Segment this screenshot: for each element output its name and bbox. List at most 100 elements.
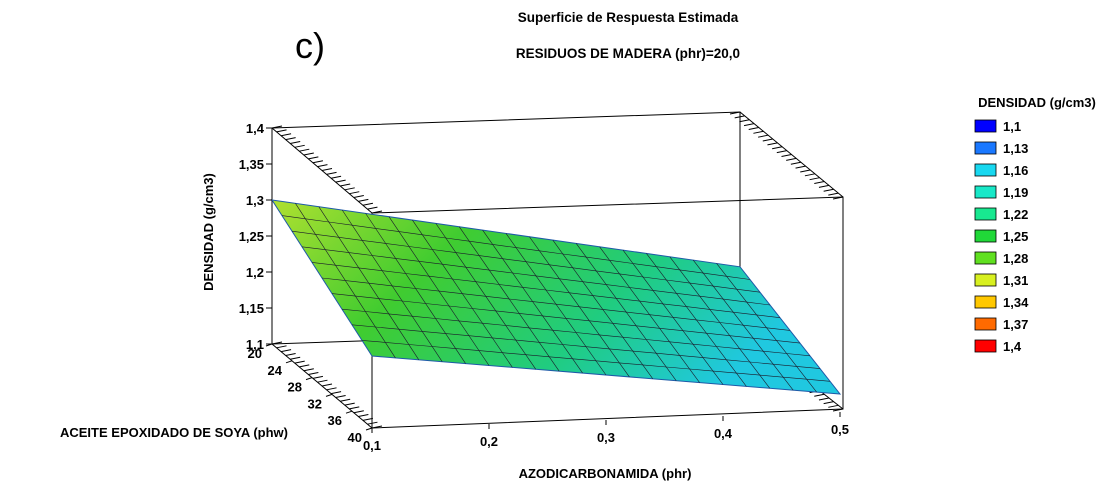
hatch-mark <box>271 341 283 345</box>
z-tick-label: 1,15 <box>239 301 264 316</box>
x-tick-label: 0,4 <box>714 426 733 441</box>
legend-label: 1,22 <box>1003 207 1028 222</box>
hatch-mark <box>294 360 305 364</box>
hatch-mark <box>818 397 830 401</box>
y-tick-label: 20 <box>248 346 262 361</box>
hatch-mark <box>757 134 769 138</box>
hatch-mark <box>832 196 844 200</box>
hatch-mark <box>762 138 773 142</box>
y-axis-label: ACEITE EPOXIDADO DE SOYA (phw) <box>60 425 288 440</box>
mesh-line <box>301 246 771 306</box>
hatch-mark <box>804 173 816 177</box>
hatch-mark <box>330 391 342 395</box>
response-surface <box>270 199 842 395</box>
hatch-mark <box>290 356 301 360</box>
y-tick-label: 40 <box>348 430 362 445</box>
hatch-mark <box>271 125 283 129</box>
z-tick-label: 1,25 <box>239 229 264 244</box>
hatch-mark <box>790 161 801 165</box>
hatch-mark <box>294 144 305 148</box>
x-tick-label: 0,3 <box>597 430 615 445</box>
hatch-mark <box>753 130 764 134</box>
hatch-mark <box>367 206 378 210</box>
surface-mesh <box>281 203 831 393</box>
y-tick-label: 24 <box>268 363 283 378</box>
legend-label: 1,34 <box>1003 295 1029 310</box>
legend-swatch <box>974 251 997 265</box>
mesh-line <box>351 324 821 369</box>
hatch-mark <box>729 111 741 115</box>
mesh-line <box>361 340 831 382</box>
legend: 1,1 1,13 1,16 1,19 1,22 1,25 1,28 1,31 1,34 1,37 1… <box>974 119 1029 354</box>
hatch-mark <box>362 417 374 421</box>
hatch-mark <box>772 146 783 150</box>
hatch-mark <box>371 425 383 429</box>
legend-label: 1,25 <box>1003 229 1028 244</box>
y-axis-ticks: 20 24 28 32 36 40 <box>248 343 373 445</box>
x-tick-label: 0,1 <box>363 438 381 453</box>
hatch-mark <box>800 169 811 173</box>
z-axis-ticks: 1,1 1,15 1,2 1,25 1,3 1,35 1,4 <box>239 121 272 352</box>
mesh-line <box>291 230 761 293</box>
hatch-mark <box>739 119 750 123</box>
hatch-mark <box>367 421 378 425</box>
hatch-mark <box>786 157 797 161</box>
hatch-mark <box>795 165 806 169</box>
hatch-mark <box>321 383 333 387</box>
hatch-mark <box>285 352 296 356</box>
hatch-mark <box>823 188 834 192</box>
mesh-line <box>311 262 781 318</box>
x-axis-label: AZODICARBONAMIDA (phr) <box>519 466 692 481</box>
legend-swatch <box>974 141 997 155</box>
hatch-mark <box>344 187 355 191</box>
hatch-mark <box>353 410 364 414</box>
hatch-mark <box>280 133 292 137</box>
hatch-mark <box>767 142 778 146</box>
legend-label: 1,16 <box>1003 163 1028 178</box>
hatch-mark <box>828 192 839 196</box>
y-tick-mark <box>365 427 373 431</box>
hatch-mark <box>299 148 310 152</box>
hatch-mark <box>818 184 830 188</box>
hatch-mark <box>330 175 342 179</box>
hatch-mark <box>809 177 820 181</box>
legend-label: 1,13 <box>1003 141 1028 156</box>
hatch-mark <box>312 160 324 164</box>
hatch-mark <box>743 123 755 127</box>
hatch-mark <box>814 393 825 397</box>
hatch-mark <box>371 210 383 214</box>
legend-swatch <box>974 295 997 309</box>
hatch-mark <box>734 115 745 119</box>
hatch-mark <box>358 414 369 418</box>
legend-label: 1,28 <box>1003 251 1028 266</box>
legend-label: 1,4 <box>1003 339 1022 354</box>
hatch-mark <box>814 181 825 185</box>
legend-swatch <box>974 185 997 199</box>
hatch-mark <box>828 404 839 408</box>
hatch-mark <box>362 202 374 206</box>
legend-label: 1,1 <box>1003 119 1021 134</box>
hatch-mark <box>280 349 292 353</box>
y-tick-label: 32 <box>308 396 322 411</box>
y-tick-label: 28 <box>288 380 302 395</box>
hatch-mark <box>781 154 792 157</box>
hatch-mark <box>326 387 337 391</box>
hatch-mark <box>335 179 346 183</box>
hatch-mark <box>344 402 355 406</box>
z-tick-label: 1,3 <box>246 193 264 208</box>
z-tick-label: 1,2 <box>246 265 264 280</box>
hatch-mark <box>832 408 844 412</box>
mesh-line <box>341 308 811 357</box>
hatch-mark <box>303 368 314 372</box>
hatch-mark <box>276 345 287 349</box>
legend-swatch <box>974 317 997 331</box>
y-tick-label: 36 <box>328 413 342 428</box>
z-tick-label: 1,1 <box>246 337 264 352</box>
hatch-mark <box>276 129 287 133</box>
hatch-mark <box>776 150 787 154</box>
legend-swatch <box>974 273 997 287</box>
hatch-mark <box>290 140 301 144</box>
hatch-mark <box>340 183 351 187</box>
